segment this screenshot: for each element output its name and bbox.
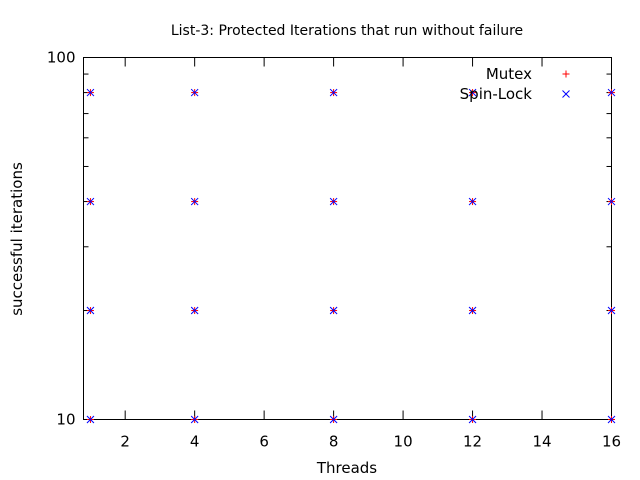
chart-title: List-3: Protected Iterations that run wi… [171,23,523,39]
y-tick-label: 10 [56,411,75,429]
data-point-spin-lock [190,415,199,424]
data-point-spin-lock [190,197,199,206]
data-point-spin-lock [190,306,199,315]
data-point-spin-lock [468,88,477,97]
data-point-spin-lock [329,306,338,315]
x-tick-label: 6 [259,433,269,451]
legend-marker [562,70,570,78]
data-point-spin-lock [607,415,616,424]
data-point-spin-lock [86,306,95,315]
data-point-spin-lock [329,415,338,424]
legend-marker [562,90,570,98]
data-point-spin-lock [86,415,95,424]
data-point-spin-lock [607,306,616,315]
x-axis-label: Threads [316,459,377,477]
data-point-spin-lock [468,415,477,424]
x-tick-label: 2 [120,433,130,451]
x-tick-label: 10 [394,433,413,451]
data-point-spin-lock [329,88,338,97]
plot-frame [83,57,612,420]
data-point-spin-lock [607,88,616,97]
x-tick-label: 8 [329,433,339,451]
legend-label: Spin-Lock [460,85,533,103]
x-tick-label: 12 [463,433,482,451]
y-axis-label: successful iterations [8,162,26,316]
data-point-spin-lock [329,197,338,206]
y-axis-ticks: 10 100 [47,49,612,429]
data-point-spin-lock [86,88,95,97]
data-point-spin-lock [190,88,199,97]
data-point-spin-lock [86,197,95,206]
x-tick-label: 14 [532,433,551,451]
legend: Mutex Spin-Lock [460,65,570,103]
x-tick-label: 16 [602,433,621,451]
data-points [86,88,616,424]
y-tick-label: 100 [47,49,76,67]
data-point-spin-lock [468,306,477,315]
x-tick-label: 4 [190,433,200,451]
legend-label: Mutex [486,65,532,83]
data-point-spin-lock [607,197,616,206]
data-point-spin-lock [468,197,477,206]
x-axis-ticks: 2 4 6 8 10 12 14 16 [120,57,621,451]
